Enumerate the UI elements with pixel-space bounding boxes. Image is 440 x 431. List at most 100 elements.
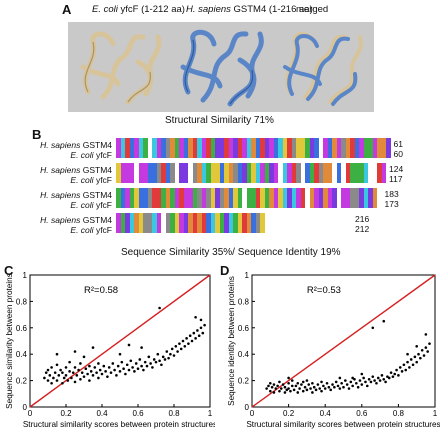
hsapiens-structure-label: H. sapiens GSTM4 (1-216 aa)	[186, 4, 313, 15]
data-point	[323, 387, 327, 390]
alignment-residue	[363, 138, 368, 158]
data-point	[375, 381, 378, 385]
alignment-residue	[219, 138, 224, 158]
data-point	[316, 383, 320, 386]
data-point	[118, 352, 122, 356]
alignment-residue	[350, 188, 355, 208]
data-point	[311, 391, 314, 394]
data-point	[355, 381, 358, 385]
data-point	[100, 372, 104, 376]
alignment-residue	[165, 138, 170, 158]
data-point	[422, 354, 426, 357]
data-point	[89, 370, 93, 373]
merged-label: merged	[296, 4, 329, 15]
data-point	[178, 342, 181, 345]
data-point	[301, 389, 305, 393]
data-point	[276, 384, 279, 388]
alignment-residue	[138, 138, 143, 158]
data-point	[190, 339, 194, 343]
alignment-residue	[116, 213, 121, 233]
alignment-residue	[341, 163, 346, 183]
alignment-residue	[233, 213, 238, 233]
alignment-residue	[314, 163, 319, 183]
data-point	[82, 375, 86, 378]
alignment-residue	[219, 188, 224, 208]
data-point	[362, 376, 365, 380]
alignment-residue	[354, 163, 359, 183]
alignment-residue	[242, 213, 247, 233]
alignment-residue	[255, 163, 260, 183]
alignment-residue	[336, 163, 341, 183]
ec-species: E. coli	[70, 150, 94, 160]
alignment-residue	[296, 188, 301, 208]
data-point	[44, 371, 48, 374]
data-point	[57, 374, 61, 377]
hs-species: H. sapiens	[40, 165, 81, 175]
hs-protein: GSTM4	[82, 215, 112, 225]
alignment-residue	[336, 138, 341, 158]
data-point	[270, 385, 274, 389]
data-point	[194, 337, 197, 340]
alignment-block-labels: H. sapiens GSTM4 E. coli yfcF	[32, 190, 112, 210]
alignment-residue	[282, 138, 287, 158]
alignment-residue	[327, 138, 332, 158]
ec-row-label: E. coli yfcF	[32, 225, 112, 235]
data-point	[397, 374, 400, 377]
data-point	[125, 363, 129, 367]
data-point	[371, 375, 375, 378]
alignment-residue	[291, 138, 296, 158]
x-tick-label: 0.8	[393, 409, 405, 418]
alignment-residue	[165, 188, 170, 208]
alignment-residue	[273, 163, 278, 183]
alignment-residue	[206, 213, 211, 233]
alignment-residue	[354, 138, 359, 158]
alignment-residue	[125, 138, 130, 158]
alignment-residue	[179, 163, 184, 183]
data-point	[93, 366, 97, 369]
data-point	[349, 380, 353, 384]
alignment-residue	[120, 213, 125, 233]
data-point	[68, 360, 71, 364]
data-point	[167, 356, 170, 360]
alignment-residue	[183, 138, 188, 158]
alignment-residue	[332, 163, 337, 183]
alignment-residue	[161, 188, 166, 208]
data-point	[77, 368, 80, 372]
x-tick-label: 0.2	[283, 409, 295, 418]
hsapiens-protein: GSTM4 (1-216 aa)	[230, 4, 313, 15]
data-point	[336, 384, 340, 388]
data-point	[163, 358, 167, 361]
data-point	[338, 376, 342, 380]
alignment-residue	[323, 138, 328, 158]
alignment-residue	[233, 163, 238, 183]
data-point	[279, 387, 283, 390]
alignment-residue	[143, 163, 148, 183]
alignment-residue	[246, 163, 251, 183]
data-point	[151, 366, 154, 369]
hs-protein: GSTM4	[82, 165, 112, 175]
alignment-residue	[197, 188, 202, 208]
alignment-residue	[197, 163, 202, 183]
data-point	[104, 370, 107, 373]
alignment-residue	[305, 163, 310, 183]
data-point	[424, 333, 428, 336]
data-point	[140, 364, 143, 368]
alignment-residue	[345, 188, 350, 208]
alignment-residue	[197, 213, 202, 233]
y-tick-label: 0	[23, 403, 28, 412]
ec-protein: yfcF	[95, 175, 112, 185]
alignment-residue	[336, 188, 341, 208]
plot-frame	[251, 274, 436, 408]
x-tick-label: 0.6	[132, 409, 144, 418]
sequence-similarity-caption: Sequence Similarity 35%/ Sequence Identi…	[121, 247, 341, 258]
data-point	[305, 388, 309, 392]
alignment-residue	[134, 188, 139, 208]
alignment-residue	[282, 163, 287, 183]
alignment-residue	[327, 188, 332, 208]
hs-row-label: H. sapiens GSTM4	[32, 215, 112, 225]
alignment-residue	[228, 188, 233, 208]
alignment-residue	[192, 213, 197, 233]
alignment-residue	[314, 138, 319, 158]
alignment-residue	[152, 188, 157, 208]
plot-frame	[29, 274, 211, 408]
